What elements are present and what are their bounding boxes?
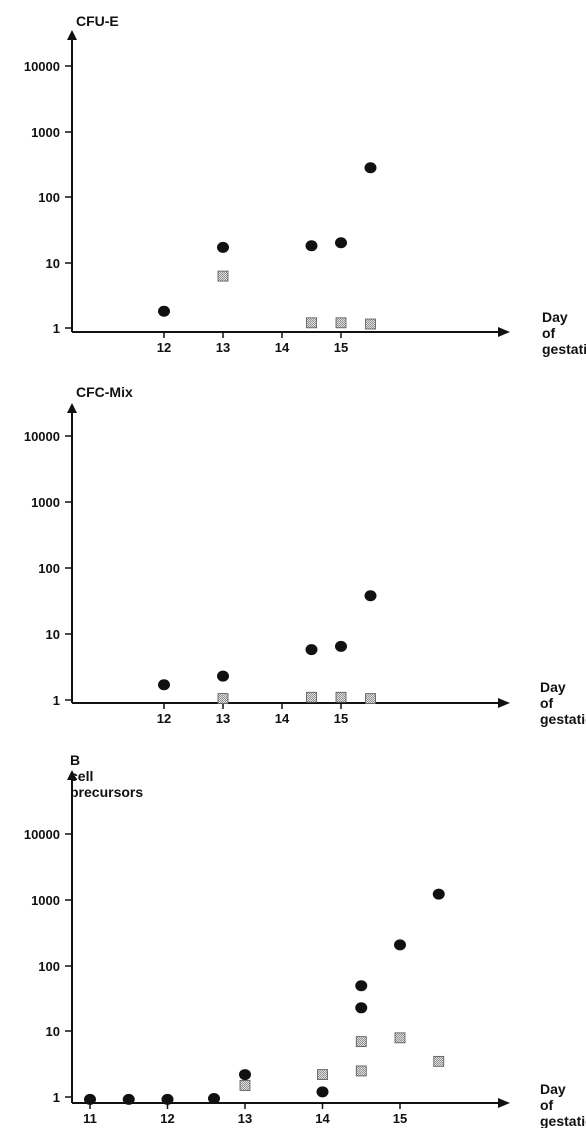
y-tick-label: 1000 [31, 125, 60, 140]
data-point-circle [239, 1069, 251, 1081]
y-tick-label: 100 [38, 561, 60, 576]
y-tick-label: 1000 [31, 893, 60, 908]
data-point-circle [84, 1093, 96, 1105]
data-point-circle [335, 237, 347, 249]
x-tick-label: 12 [160, 1111, 174, 1126]
data-point-circle [355, 1002, 368, 1014]
x-tick-label: 15 [334, 340, 348, 355]
x-tick-label: 13 [216, 711, 230, 726]
data-point-square [365, 693, 376, 705]
y-tick-label: 10 [46, 256, 60, 271]
x-axis-arrowhead [498, 327, 510, 337]
data-point-circle [217, 670, 229, 682]
data-point-square [355, 1036, 367, 1048]
data-point-square [217, 270, 229, 282]
x-tick-label: 14 [275, 340, 290, 355]
data-point-square [365, 318, 376, 330]
x-tick-label: 12 [157, 711, 171, 726]
data-point-circle [158, 305, 170, 317]
data-point-square [394, 1032, 406, 1044]
data-point-circle [432, 888, 445, 900]
chart-panel-cfu-e: CFU-E Dayofgestation 1 10 100 1000 10000 12 13… [24, 13, 586, 357]
y-tick-label: 10000 [24, 429, 60, 444]
data-point-circle [364, 590, 377, 602]
data-point-square [306, 691, 317, 703]
y-axis-arrowhead [67, 403, 77, 413]
y-tick-label: 10 [46, 627, 60, 642]
x-axis-label: Dayofgestation [540, 679, 586, 727]
data-point-circle [305, 644, 318, 656]
x-axis-label: Dayofgestation [542, 309, 586, 357]
data-point-circle [335, 640, 347, 652]
data-point-square [306, 317, 317, 329]
data-point-circle [355, 980, 368, 992]
y-tick-label: 1 [53, 1090, 60, 1105]
data-point-circle [316, 1086, 329, 1098]
y-tick-label: 10000 [24, 59, 60, 74]
x-tick-label: 13 [238, 1111, 252, 1126]
data-point-circle [158, 679, 170, 691]
data-point-circle [208, 1092, 220, 1104]
data-point-circle [122, 1093, 135, 1105]
data-point-square [317, 1069, 328, 1080]
y-tick-label: 10000 [24, 827, 60, 842]
x-tick-label: 15 [393, 1111, 407, 1126]
y-tick-label: 1000 [31, 495, 60, 510]
chart-title: CFU-E [76, 13, 119, 29]
data-point-square [433, 1055, 445, 1067]
x-axis-arrowhead [498, 698, 510, 708]
data-point-circle [394, 939, 406, 951]
x-axis-arrowhead [498, 1098, 510, 1108]
data-point-square [335, 691, 347, 703]
x-tick-label: 15 [334, 711, 348, 726]
chart-title: CFC-Mix [76, 384, 133, 400]
data-point-circle [305, 240, 318, 252]
y-axis-arrowhead [67, 30, 77, 40]
y-tick-label: 1 [53, 321, 60, 336]
data-point-square [217, 693, 229, 705]
x-tick-label: 14 [315, 1111, 330, 1126]
data-point-square [335, 317, 347, 329]
data-point-circle [217, 241, 229, 253]
y-tick-label: 10 [46, 1024, 60, 1039]
data-point-square [355, 1065, 367, 1077]
data-point-circle [364, 162, 377, 174]
x-tick-label: 14 [275, 711, 290, 726]
x-axis-label: Dayofgestation [540, 1081, 586, 1128]
y-tick-label: 1 [53, 693, 60, 708]
data-point-square [239, 1080, 251, 1091]
chart-panel-cfc-mix: CFC-Mix Dayofgestation 1 10 100 1000 10000 12… [24, 384, 586, 727]
x-tick-label: 12 [157, 340, 171, 355]
x-tick-label: 13 [216, 340, 230, 355]
data-point-circle [161, 1093, 174, 1105]
y-tick-label: 100 [38, 190, 60, 205]
y-axis-arrowhead [67, 770, 77, 780]
x-tick-label: 11 [83, 1111, 97, 1126]
y-tick-label: 100 [38, 959, 60, 974]
